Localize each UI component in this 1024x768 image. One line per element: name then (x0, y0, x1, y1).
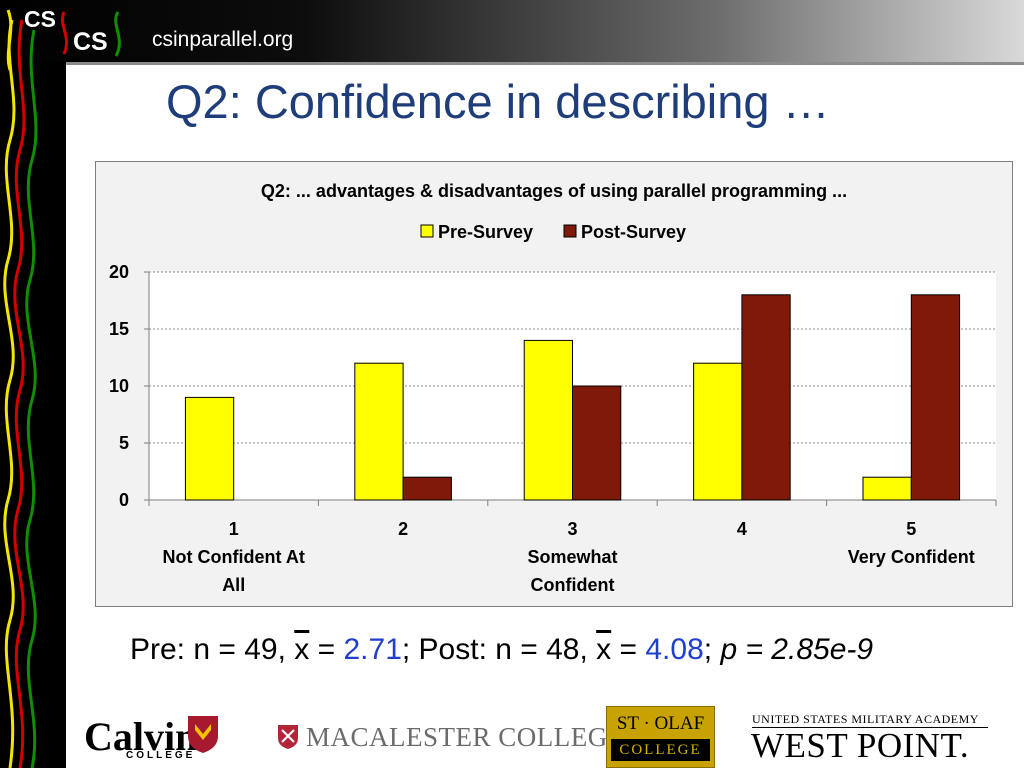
x-tick-sublabel: All (222, 575, 245, 595)
stats-eq-post: = (611, 633, 646, 666)
bar-chart: Q2: ... advantages & disadvantages of us… (109, 181, 997, 595)
bar-pre-survey-1 (184, 396, 235, 501)
x-tick-sublabel: Not Confident At (163, 547, 305, 567)
calvin-logo-subtext: COLLEGE (126, 750, 196, 761)
logo-cs-top: CS (24, 6, 56, 32)
stats-post-mean: 4.08 (645, 633, 704, 666)
bar-pre-survey-2 (354, 362, 404, 501)
stats-pre-mean: 2.71 (343, 633, 402, 666)
header-bar (0, 0, 1024, 62)
x-tick-label: 4 (737, 519, 747, 539)
chart-container: Q2: ... advantages & disadvantages of us… (95, 161, 1013, 607)
calvin-college-logo: Calvin COLLEGE (84, 713, 198, 761)
x-tick-label: 2 (398, 519, 408, 539)
slide-title: Q2: Confidence in describing … (166, 75, 830, 128)
y-tick-label: 0 (119, 490, 129, 510)
legend-swatch-2 (563, 224, 577, 238)
west-point-logo-top: UNITED STATES MILITARY ACADEMY (752, 712, 979, 726)
bar-pre-survey-5 (862, 476, 912, 501)
x-tick-label: 3 (567, 519, 577, 539)
legend-label-2: Post-Survey (581, 222, 686, 242)
stats-xbar-post: x (596, 633, 612, 666)
x-tick-sublabel: Confident (531, 575, 615, 595)
calvin-shield-icon (188, 716, 218, 753)
stats-line: Pre: n = 49, x = 2.71; Post: n = 48, x =… (130, 633, 873, 667)
bar-pre-survey-4 (693, 362, 743, 501)
st-olaf-logo: ST · OLAF COLLEGE (606, 706, 715, 768)
chart-title: Q2: ... advantages & disadvantages of us… (261, 181, 847, 201)
bar-post-survey-5 (910, 294, 961, 501)
bar-post-survey-2 (402, 476, 452, 501)
wavy-lines-decoration (3, 9, 38, 768)
stats-xbar-pre: x (294, 633, 310, 666)
x-tick-label: 5 (906, 519, 916, 539)
stats-sep: ; (703, 633, 721, 666)
legend-swatch-1 (420, 224, 434, 238)
calvin-logo-text: Calvin (84, 714, 198, 759)
stats-pre-prefix: Pre: n = 49, (130, 633, 295, 666)
y-tick-label: 10 (109, 376, 129, 396)
st-olaf-logo-bar: COLLEGE (611, 739, 710, 761)
x-tick-sublabel: Very Confident (848, 547, 975, 567)
west-point-logo-rule (752, 727, 988, 728)
macalester-logo-text: MACALESTER COLLEGE (306, 722, 625, 752)
macalester-shield-icon (278, 725, 298, 749)
logo-cs-bottom: CS (73, 28, 108, 56)
logo-wave-accent (61, 11, 121, 57)
legend-label-1: Pre-Survey (438, 222, 533, 242)
st-olaf-logo-top: ST · OLAF (616, 713, 705, 734)
y-tick-label: 15 (109, 319, 129, 339)
bar-post-survey-4 (741, 294, 791, 501)
x-tick-label: 1 (229, 519, 239, 539)
west-point-logo-main: WEST POINT. (751, 726, 970, 765)
st-olaf-logo-bottom: COLLEGE (619, 742, 702, 758)
stats-eq-pre: = (309, 633, 344, 666)
y-tick-label: 20 (109, 262, 129, 282)
left-decorative-band (0, 62, 66, 768)
site-url: csinparallel.org (152, 28, 294, 51)
bar-post-survey-3 (572, 385, 622, 501)
x-tick-sublabel: Somewhat (527, 547, 617, 567)
y-tick-label: 5 (119, 433, 129, 453)
stats-p-value: p = 2.85e-9 (720, 633, 874, 666)
header-rule (66, 62, 1024, 65)
bar-pre-survey-3 (523, 339, 574, 501)
stats-post-prefix: ; Post: n = 48, (401, 633, 597, 666)
